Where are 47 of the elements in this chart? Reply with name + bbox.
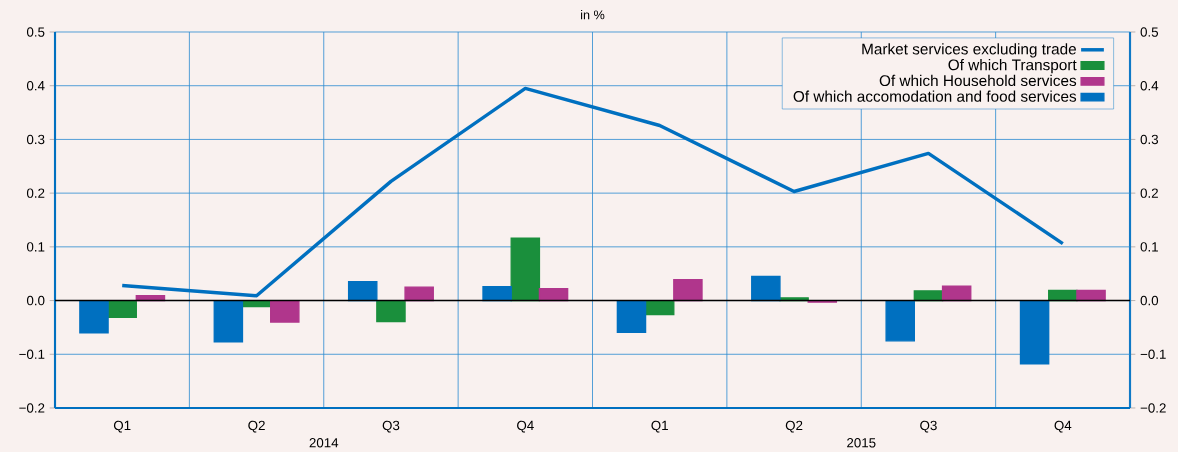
y-tick-label: 0.1 [1140,242,1158,252]
y2-tick-label: 0.1 [26,242,45,252]
y2-tick-label: 0.3 [26,134,45,145]
text: 2014 [309,438,339,448]
x-tick-label: Q4 [517,420,534,433]
legend-label: Market services excluding trade [862,43,1076,58]
text: 2015 [847,438,876,448]
bar [751,275,781,302]
bar [347,281,378,302]
bar [213,299,244,343]
legend-label: Of which Transport [948,59,1077,74]
y2-tick-label: 0.0 [26,295,45,306]
chart-title: in % [581,10,605,20]
bar [616,299,647,333]
y2-tick-label: 0.4 [26,81,45,91]
y-tick-label: 0.3 [1140,134,1159,145]
y2-tick-label: −0.2 [19,403,45,413]
bar [885,299,915,342]
y2-tick-label: 0.2 [26,188,45,198]
bar [510,237,541,302]
x-tick-label: Q3 [920,420,937,433]
x-tick-label: Q1 [651,420,668,433]
x-tick-label: Q3 [382,420,400,433]
x-tick-label: Q2 [785,420,803,433]
y-tick-label: 0.4 [1140,81,1159,91]
legend-label: Of which Household services [879,74,1077,87]
bar [1019,299,1050,365]
x-tick-label: Q4 [1054,420,1072,433]
y-tick-label: 0.2 [1140,188,1158,198]
y2-tick-label: −0.1 [19,349,45,359]
bar [941,285,972,302]
legend-label: Of which accomodation and food services [793,90,1077,102]
bar [270,299,300,323]
y2-tick-label: 0.5 [26,27,45,37]
bar [673,278,703,302]
bar [482,285,512,302]
x-tick-label: Q1 [113,420,131,433]
bar [79,299,109,334]
y-tick-label: 0.0 [1140,295,1159,306]
bar [107,299,137,318]
bar [404,286,434,302]
y-tick-label: −0.2 [1140,403,1166,413]
bar [538,288,569,302]
y-tick-label: −0.1 [1140,349,1166,359]
y-tick-label: 0.5 [1140,27,1159,37]
x-tick-label: Q2 [248,420,265,433]
bar [376,299,406,323]
